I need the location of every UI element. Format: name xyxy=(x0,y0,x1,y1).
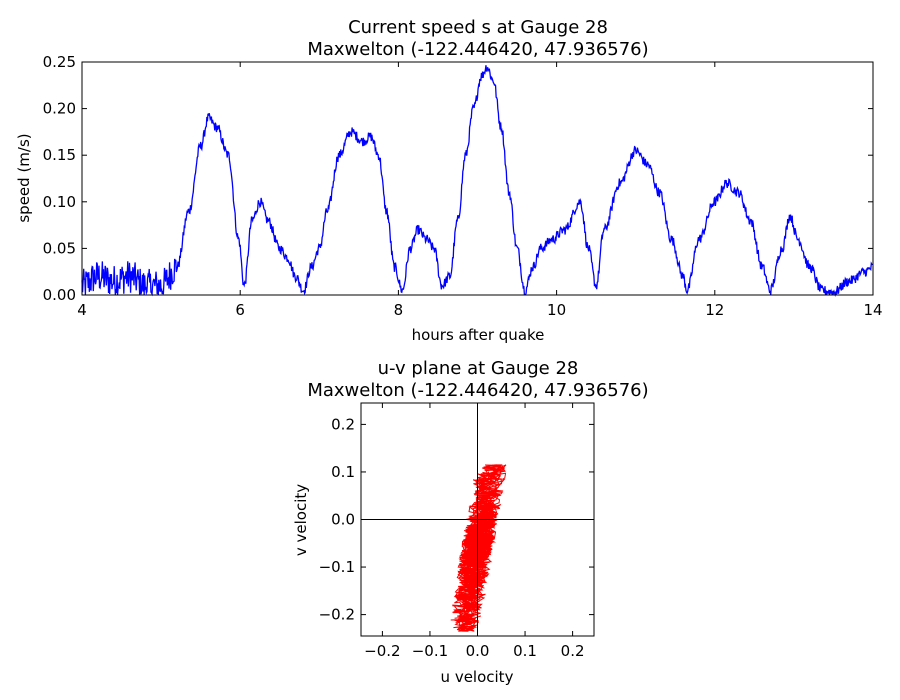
speed-x-axis-label: hours after quake xyxy=(412,326,545,344)
speed-chart: Current speed s at Gauge 28 Maxwelton (-… xyxy=(15,17,883,344)
speed-y-tick-label: 0.15 xyxy=(43,146,76,164)
uv-x-tick-label: 0.1 xyxy=(513,642,537,660)
speed-y-tick-label: 0.25 xyxy=(43,53,76,71)
uv-x-axis-label: u velocity xyxy=(441,668,514,686)
uv-plane-chart: u-v plane at Gauge 28 Maxwelton (-122.44… xyxy=(292,358,649,686)
uv-y-tick-label: 0.2 xyxy=(331,415,355,433)
speed-y-axis-label: speed (m/s) xyxy=(15,133,33,222)
speed-chart-tick-labels: 4 6 8 10 12 14 0.00 0.05 0.10 0.15 0.20 0.25 xyxy=(43,53,883,319)
uv-x-tick-label: −0.1 xyxy=(412,642,448,660)
speed-x-tick-label: 8 xyxy=(394,301,404,319)
speed-y-tick-label: 0.00 xyxy=(43,286,76,304)
speed-y-tick-label: 0.10 xyxy=(43,193,76,211)
uv-x-tick-label: 0.0 xyxy=(466,642,490,660)
uv-trajectory-line xyxy=(450,464,507,632)
uv-x-tick-label: 0.2 xyxy=(561,642,585,660)
uv-y-axis-label: v velocity xyxy=(292,484,310,556)
speed-x-tick-label: 12 xyxy=(705,301,724,319)
uv-chart-tick-labels: −0.2 −0.1 0.0 0.1 0.2 −0.2 −0.1 0.0 0.1 0.2 xyxy=(319,415,585,660)
uv-x-tick-label: −0.2 xyxy=(364,642,400,660)
speed-series-line xyxy=(81,65,874,298)
speed-x-tick-label: 10 xyxy=(547,301,566,319)
uv-y-tick-label: 0.1 xyxy=(331,463,355,481)
speed-chart-subtitle: Maxwelton (-122.446420, 47.936576) xyxy=(307,39,648,60)
speed-chart-title: Current speed s at Gauge 28 xyxy=(348,17,608,38)
speed-y-tick-label: 0.20 xyxy=(43,100,76,118)
speed-plot-frame xyxy=(81,61,874,296)
speed-x-tick-label: 4 xyxy=(77,301,87,319)
speed-x-tick-label: 6 xyxy=(235,301,245,319)
uv-plot-frame xyxy=(360,402,595,637)
uv-y-tick-label: 0.0 xyxy=(331,511,355,529)
uv-chart-subtitle: Maxwelton (-122.446420, 47.936576) xyxy=(307,380,648,401)
uv-chart-title: u-v plane at Gauge 28 xyxy=(378,358,579,379)
speed-x-tick-label: 14 xyxy=(863,301,882,319)
uv-y-tick-label: −0.2 xyxy=(319,606,355,624)
speed-y-tick-label: 0.05 xyxy=(43,239,76,257)
uv-y-tick-label: −0.1 xyxy=(319,558,355,576)
uv-chart-ticks xyxy=(361,403,594,636)
